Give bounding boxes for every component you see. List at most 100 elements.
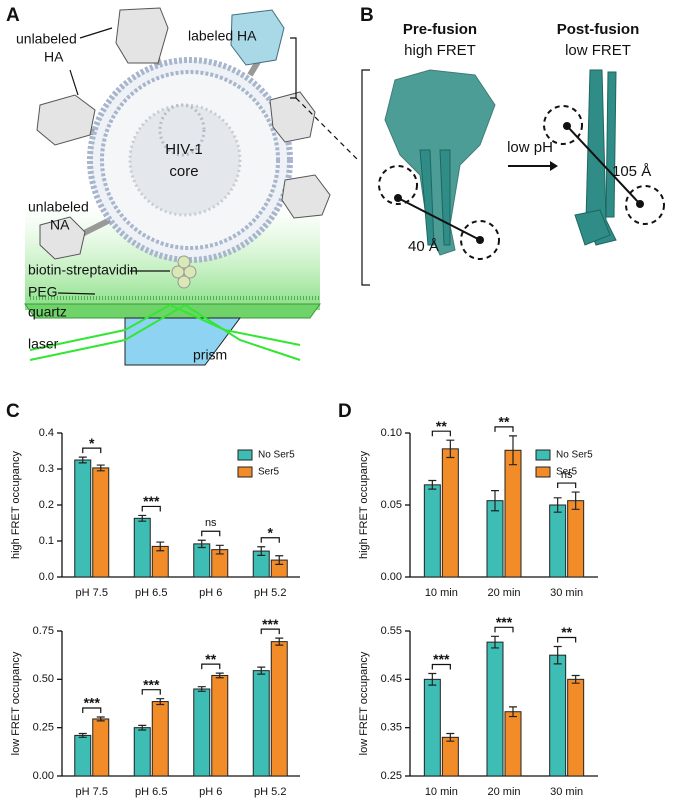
bar	[211, 674, 229, 777]
fret-diagram: Pre-fusion high FRET Post-fusion low FRE…	[378, 21, 665, 260]
x-tick-label: 20 min	[487, 587, 520, 599]
x-tick-label: 20 min	[487, 786, 520, 798]
x-tick-label: pH 6	[199, 786, 222, 798]
laser-beams	[29, 303, 301, 361]
label: quartz	[28, 304, 67, 320]
core	[128, 103, 242, 217]
y-axis-label: low FRET occupancy	[358, 651, 370, 755]
x-tick-label: pH 5.2	[254, 587, 286, 599]
significance-bracket	[82, 707, 102, 714]
legend-label: Ser5	[258, 467, 280, 478]
error-bar	[96, 716, 105, 722]
label: labeled HA	[188, 28, 257, 44]
x-tick-label: 10 min	[425, 587, 458, 599]
bar	[133, 517, 151, 578]
bar	[423, 484, 441, 578]
significance-label: ***	[262, 616, 279, 632]
error-bar	[491, 490, 499, 512]
bar	[486, 641, 504, 777]
x-tick-label: 30 min	[550, 786, 583, 798]
error-bar	[215, 544, 224, 555]
legend-label: No Ser5	[556, 450, 593, 461]
legend-label: No Ser5	[258, 450, 295, 461]
y-tick-label: 0.1	[39, 535, 54, 547]
significance-bracket	[201, 530, 221, 537]
significance-bracket	[260, 537, 280, 543]
x-tick-label: pH 6.5	[135, 786, 167, 798]
panel-label: C	[6, 401, 20, 422]
streptavidin	[171, 255, 197, 289]
heading: Pre-fusion	[403, 21, 477, 38]
significance-label: ***	[143, 493, 160, 509]
error-bar	[509, 435, 517, 466]
error-bar	[428, 672, 437, 686]
error-bar	[553, 645, 562, 665]
bar	[193, 688, 211, 777]
arrow-head	[550, 161, 558, 171]
y-axis-label: low FRET occupancy	[10, 651, 22, 755]
error-bar	[446, 439, 455, 459]
labeled-spike	[230, 9, 285, 66]
y-tick-label: 0.45	[381, 673, 402, 685]
significance-bracket	[494, 626, 514, 633]
significance-label: ***	[84, 695, 101, 711]
label: laser	[28, 336, 59, 352]
bar	[252, 670, 270, 777]
y-tick-label: 0.55	[381, 625, 402, 637]
bar	[504, 711, 522, 777]
bar	[441, 736, 459, 777]
bar	[74, 459, 92, 578]
dye	[394, 122, 644, 244]
error-bar	[257, 546, 266, 556]
legend-swatch	[237, 449, 253, 461]
charts: 0.0 0.1 0.2 0.3 0.4 high FRET occupancy pH 7.5…	[10, 414, 598, 798]
significance-bracket	[557, 482, 577, 489]
y-tick-label: 0.75	[33, 625, 54, 637]
y-axis-label: high FRET occupancy	[10, 450, 22, 559]
x-tick-label: 30 min	[550, 587, 583, 599]
error-bar	[428, 479, 437, 490]
panel-label: D	[338, 401, 352, 422]
pointer-arrows	[57, 27, 170, 295]
significance-bracket	[431, 663, 451, 670]
x-tick-label: pH 7.5	[76, 786, 108, 798]
bar	[549, 504, 567, 578]
error-bar	[138, 724, 147, 731]
error-bar	[491, 635, 499, 649]
y-tick-label: 0.3	[39, 463, 54, 475]
y-tick-label: 0.50	[33, 673, 54, 685]
bar	[74, 734, 92, 777]
zoom-connector	[290, 37, 370, 286]
bar	[133, 727, 151, 777]
subheading: high FRET	[404, 42, 476, 59]
x-tick-label: pH 6.5	[135, 587, 167, 599]
distance: 40 Å	[408, 238, 439, 255]
bar	[504, 449, 522, 578]
significance-bracket	[201, 663, 221, 670]
significance-label: **	[436, 418, 447, 434]
significance-label: *	[89, 435, 95, 451]
significance-bracket	[141, 689, 161, 695]
heading: Post-fusion	[557, 21, 640, 38]
significance-bracket	[494, 426, 514, 432]
label: NA	[50, 217, 70, 233]
label: unlabeled	[16, 31, 77, 47]
distance-line	[397, 125, 641, 241]
significance-label: **	[561, 624, 572, 640]
y-tick-label: 0.05	[381, 499, 402, 511]
bar	[270, 641, 288, 777]
significance-label: ***	[496, 614, 513, 630]
y-tick-label: 0.35	[381, 722, 402, 734]
x-tick-label: pH 6	[199, 587, 222, 599]
significance-label: ***	[143, 676, 160, 692]
spike-heads	[36, 7, 331, 260]
y-tick-label: 0.0	[39, 571, 54, 583]
y-tick-label: 0.00	[381, 571, 402, 583]
condition: low pH	[507, 139, 553, 156]
significance-label: **	[205, 651, 216, 667]
error-bar	[275, 637, 284, 646]
subheading: low FRET	[565, 42, 631, 59]
y-tick-label: 0.10	[381, 427, 402, 439]
significance-label: ***	[433, 651, 450, 667]
